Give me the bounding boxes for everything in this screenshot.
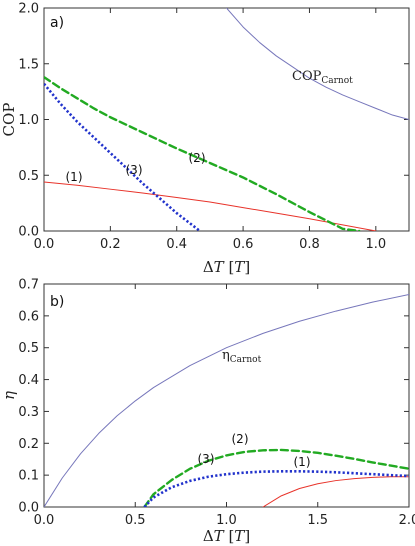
b-x-tick-label: 1.5 (307, 513, 328, 528)
a-curve-label-3: (3) (126, 163, 143, 177)
b-curve-label-1: (1) (294, 455, 311, 469)
b-series-curve-1-line (262, 476, 409, 507)
b-x-tick-label: 0.0 (34, 513, 55, 528)
a-panel-label: a) (50, 15, 64, 31)
b-x-tick-label: 1.0 (216, 513, 237, 528)
a-series-curve-2-line (44, 75, 361, 231)
b-carnot-label: ηCarnot (222, 348, 262, 365)
a-x-tick-label: 0.4 (166, 237, 187, 252)
b-curve-label-3: (3) (198, 452, 215, 466)
a-y-tick-label: 1.0 (18, 113, 39, 128)
b-y-tick-label: 0.7 (18, 278, 39, 293)
b-series-curve-3-line (143, 470, 409, 507)
a-carnot-label: COPCarnot (292, 69, 353, 86)
panel-a-cop-chart: 0.0 0.2 0.4 0.6 0.8 1.0 0.0 0.5 1.0 1.5 2.0 COPCarn… (0, 2, 410, 276)
a-y-tick-label: 0.5 (18, 169, 39, 184)
b-y-axis-label: η (0, 391, 18, 400)
a-x-tick-label: 0.8 (299, 237, 320, 252)
b-series-curve-2-line (143, 448, 409, 507)
b-y-tick-label: 0.0 (18, 501, 39, 516)
a-y-tick-label: 0.0 (18, 225, 39, 240)
b-y-tick-label: 0.6 (18, 309, 39, 324)
a-x-tick-label: 0.6 (233, 237, 254, 252)
b-series-carnot-line (44, 294, 409, 507)
panel-b-efficiency-chart: 0.0 0.5 1.0 1.5 2.0 0.0 0.1 0.2 0.3 0.4 0.5 0.6 0.7 η… (0, 278, 415, 546)
b-y-tick-label: 0.1 (18, 469, 39, 484)
a-y-tick-label: 2.0 (18, 2, 39, 17)
b-x-tick-label: 2.0 (399, 513, 415, 528)
a-x-tick-label: 0.2 (100, 237, 121, 252)
b-plot-frame (43, 283, 410, 508)
b-curve-label-2: (2) (232, 432, 249, 446)
b-y-tick-label: 0.2 (18, 437, 39, 452)
a-series-carnot-line (226, 8, 409, 120)
b-x-axis-label: ΔT [T] (203, 527, 250, 545)
a-curve-label-2: (2) (189, 151, 206, 165)
a-y-axis-label: COP (0, 103, 18, 137)
b-panel-label: b) (50, 294, 64, 310)
a-curve-label-1: (1) (66, 170, 83, 184)
a-x-axis-label: ΔT [T] (203, 258, 250, 276)
a-x-tick-label: 1.0 (365, 237, 386, 252)
a-x-tick-label: 0.0 (34, 237, 55, 252)
b-y-tick-label: 0.4 (18, 373, 39, 388)
a-series-curve-1-line (44, 181, 377, 231)
b-x-tick-label: 0.5 (125, 513, 146, 528)
a-series-curve-3-line (44, 82, 201, 231)
b-y-tick-label: 0.5 (18, 341, 39, 356)
a-plot-frame (43, 7, 410, 232)
a-y-tick-label: 1.5 (18, 57, 39, 72)
b-y-tick-label: 0.3 (18, 405, 39, 420)
